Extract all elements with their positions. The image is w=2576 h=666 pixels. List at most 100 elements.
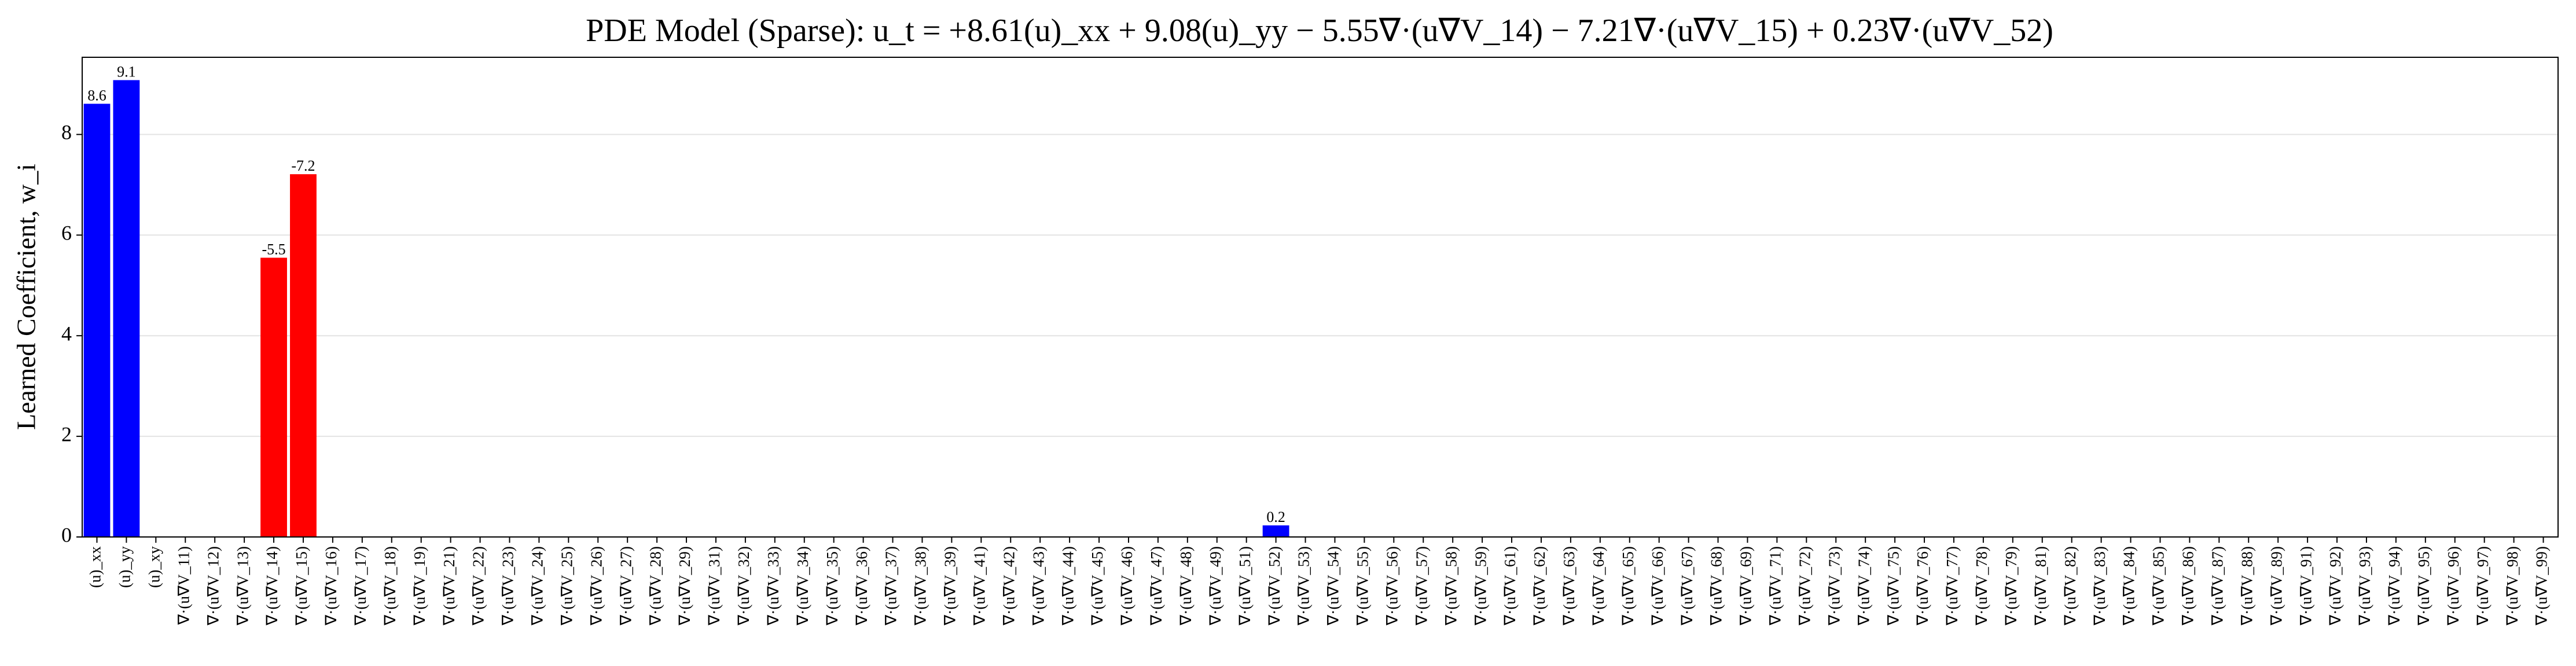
x-tick-label: ∇·(u∇V_78) [1973, 546, 1990, 626]
x-tick-label: ∇·(u∇V_17) [352, 546, 369, 626]
x-tick-label: ∇·(u∇V_93) [2356, 546, 2373, 626]
x-tick-label: ∇·(u∇V_51) [1236, 546, 1254, 626]
value-label: -7.2 [291, 157, 315, 174]
x-tick-label: ∇·(u∇V_66) [1649, 546, 1666, 626]
x-tick-label: ∇·(u∇V_38) [912, 546, 929, 626]
x-tick-label: ∇·(u∇V_94) [2386, 546, 2403, 626]
value-label: 0.2 [1266, 509, 1285, 525]
x-tick-label: ∇·(u∇V_54) [1325, 546, 1342, 626]
plot-frame [82, 57, 2559, 538]
x-tick-label: ∇·(u∇V_85) [2150, 546, 2167, 626]
x-tick-label: ∇·(u∇V_27) [617, 546, 634, 626]
x-tick-label: ∇·(u∇V_13) [234, 546, 251, 626]
x-tick-label: ∇·(u∇V_72) [1796, 546, 1814, 626]
chart-title: PDE Model (Sparse): u_t = +8.61(u)_xx + … [586, 13, 2053, 49]
x-tick-label: ∇·(u∇V_56) [1384, 546, 1401, 626]
x-tick-label: ∇·(u∇V_92) [2327, 546, 2344, 626]
value-label: -5.5 [262, 241, 285, 257]
x-tick-label: ∇·(u∇V_55) [1354, 546, 1372, 626]
x-tick-label: ∇·(u∇V_48) [1177, 546, 1195, 626]
x-tick-label: ∇·(u∇V_88) [2238, 546, 2255, 626]
x-tick-label: ∇·(u∇V_44) [1059, 546, 1076, 626]
x-tick-label: ∇·(u∇V_34) [794, 546, 811, 626]
x-tick-label: ∇·(u∇V_76) [1914, 546, 1931, 626]
value-label: 9.1 [117, 63, 136, 80]
x-tick-label: ∇·(u∇V_61) [1501, 546, 1519, 626]
x-tick-label: ∇·(u∇V_45) [1089, 546, 1106, 626]
x-tick-label: ∇·(u∇V_31) [705, 546, 723, 626]
x-tick-label: ∇·(u∇V_14) [263, 546, 281, 626]
x-tick-label: ∇·(u∇V_82) [2061, 546, 2079, 626]
x-tick-label: ∇·(u∇V_57) [1413, 546, 1430, 626]
x-tick-label: ∇·(u∇V_22) [470, 546, 487, 626]
value-label: 8.6 [87, 87, 106, 104]
x-tick-label: ∇·(u∇V_47) [1148, 546, 1165, 626]
x-tick-label: ∇·(u∇V_79) [2002, 546, 2020, 626]
x-tick-label: ∇·(u∇V_15) [293, 546, 310, 626]
x-tick-label: ∇·(u∇V_37) [883, 546, 900, 626]
x-tick-label: ∇·(u∇V_58) [1442, 546, 1460, 626]
x-tick-label: ∇·(u∇V_81) [2032, 546, 2049, 626]
x-tick-label: (u)_yy [116, 546, 134, 588]
x-tick-label: ∇·(u∇V_98) [2504, 546, 2521, 626]
bar [1262, 525, 1289, 537]
x-tick-label: ∇·(u∇V_91) [2297, 546, 2314, 626]
x-tick-label: ∇·(u∇V_53) [1295, 546, 1313, 626]
x-tick-label: ∇·(u∇V_59) [1472, 546, 1489, 626]
y-tick-label: 4 [61, 322, 72, 345]
y-tick-label: 6 [61, 222, 72, 245]
x-tick-label: ∇·(u∇V_42) [1000, 546, 1017, 626]
x-tick-label: (u)_xy [146, 546, 163, 588]
x-tick-label: ∇·(u∇V_19) [411, 546, 428, 626]
x-tick-label: ∇·(u∇V_33) [765, 546, 782, 626]
bar [260, 257, 287, 537]
x-tick-label: ∇·(u∇V_43) [1030, 546, 1047, 626]
x-tick-label: ∇·(u∇V_23) [499, 546, 517, 626]
x-tick-label: ∇·(u∇V_97) [2474, 546, 2492, 626]
x-tick-label: ∇·(u∇V_75) [1884, 546, 1902, 626]
y-tick-label: 2 [61, 422, 72, 446]
x-tick-label: ∇·(u∇V_11) [175, 546, 192, 625]
x-tick-label: ∇·(u∇V_39) [942, 546, 959, 626]
x-tick-label: ∇·(u∇V_35) [824, 546, 841, 626]
x-tick-label: ∇·(u∇V_95) [2415, 546, 2432, 626]
x-tick-label: ∇·(u∇V_12) [204, 546, 222, 626]
bar [113, 80, 140, 537]
x-tick-label: ∇·(u∇V_87) [2209, 546, 2226, 626]
x-tick-label: ∇·(u∇V_63) [1560, 546, 1578, 626]
x-tick-label: ∇·(u∇V_65) [1619, 546, 1637, 626]
x-tick-label: ∇·(u∇V_99) [2533, 546, 2551, 626]
x-tick-label: ∇·(u∇V_67) [1678, 546, 1696, 626]
x-tick-label: ∇·(u∇V_71) [1767, 546, 1784, 626]
x-tick-label: ∇·(u∇V_41) [971, 546, 988, 626]
y-tick-label: 0 [61, 523, 72, 546]
x-tick-label: ∇·(u∇V_28) [646, 546, 664, 626]
x-tick-label: ∇·(u∇V_49) [1207, 546, 1224, 626]
x-tick-label: ∇·(u∇V_36) [853, 546, 870, 626]
x-tick-label: ∇·(u∇V_96) [2445, 546, 2462, 626]
x-tick-label: ∇·(u∇V_74) [1855, 546, 1872, 626]
x-tick-label: ∇·(u∇V_83) [2091, 546, 2108, 626]
x-tick-label: ∇·(u∇V_46) [1118, 546, 1136, 626]
x-tick-label: ∇·(u∇V_52) [1266, 546, 1283, 626]
bar [83, 104, 111, 537]
x-tick-label: ∇·(u∇V_73) [1825, 546, 1843, 626]
y-tick-label: 8 [61, 121, 72, 144]
x-tick-label: ∇·(u∇V_89) [2268, 546, 2285, 626]
x-tick-label: ∇·(u∇V_26) [587, 546, 605, 626]
x-tick-label: ∇·(u∇V_21) [440, 546, 458, 626]
x-tick-label: ∇·(u∇V_77) [1943, 546, 1961, 626]
x-tick-label: ∇·(u∇V_29) [676, 546, 693, 626]
bar [290, 174, 317, 537]
x-tick-label: ∇·(u∇V_69) [1737, 546, 1755, 626]
x-tick-label: ∇·(u∇V_86) [2180, 546, 2197, 626]
x-tick-label: ∇·(u∇V_84) [2121, 546, 2138, 626]
x-tick-label: ∇·(u∇V_62) [1531, 546, 1548, 626]
x-tick-label: ∇·(u∇V_16) [322, 546, 340, 626]
x-tick-label: ∇·(u∇V_18) [381, 546, 399, 626]
y-axis-label: Learned Coefficient, w_i [12, 164, 41, 430]
x-tick-label: ∇·(u∇V_32) [735, 546, 752, 626]
x-tick-label: ∇·(u∇V_64) [1590, 546, 1607, 626]
x-tick-label: ∇·(u∇V_24) [529, 546, 546, 626]
